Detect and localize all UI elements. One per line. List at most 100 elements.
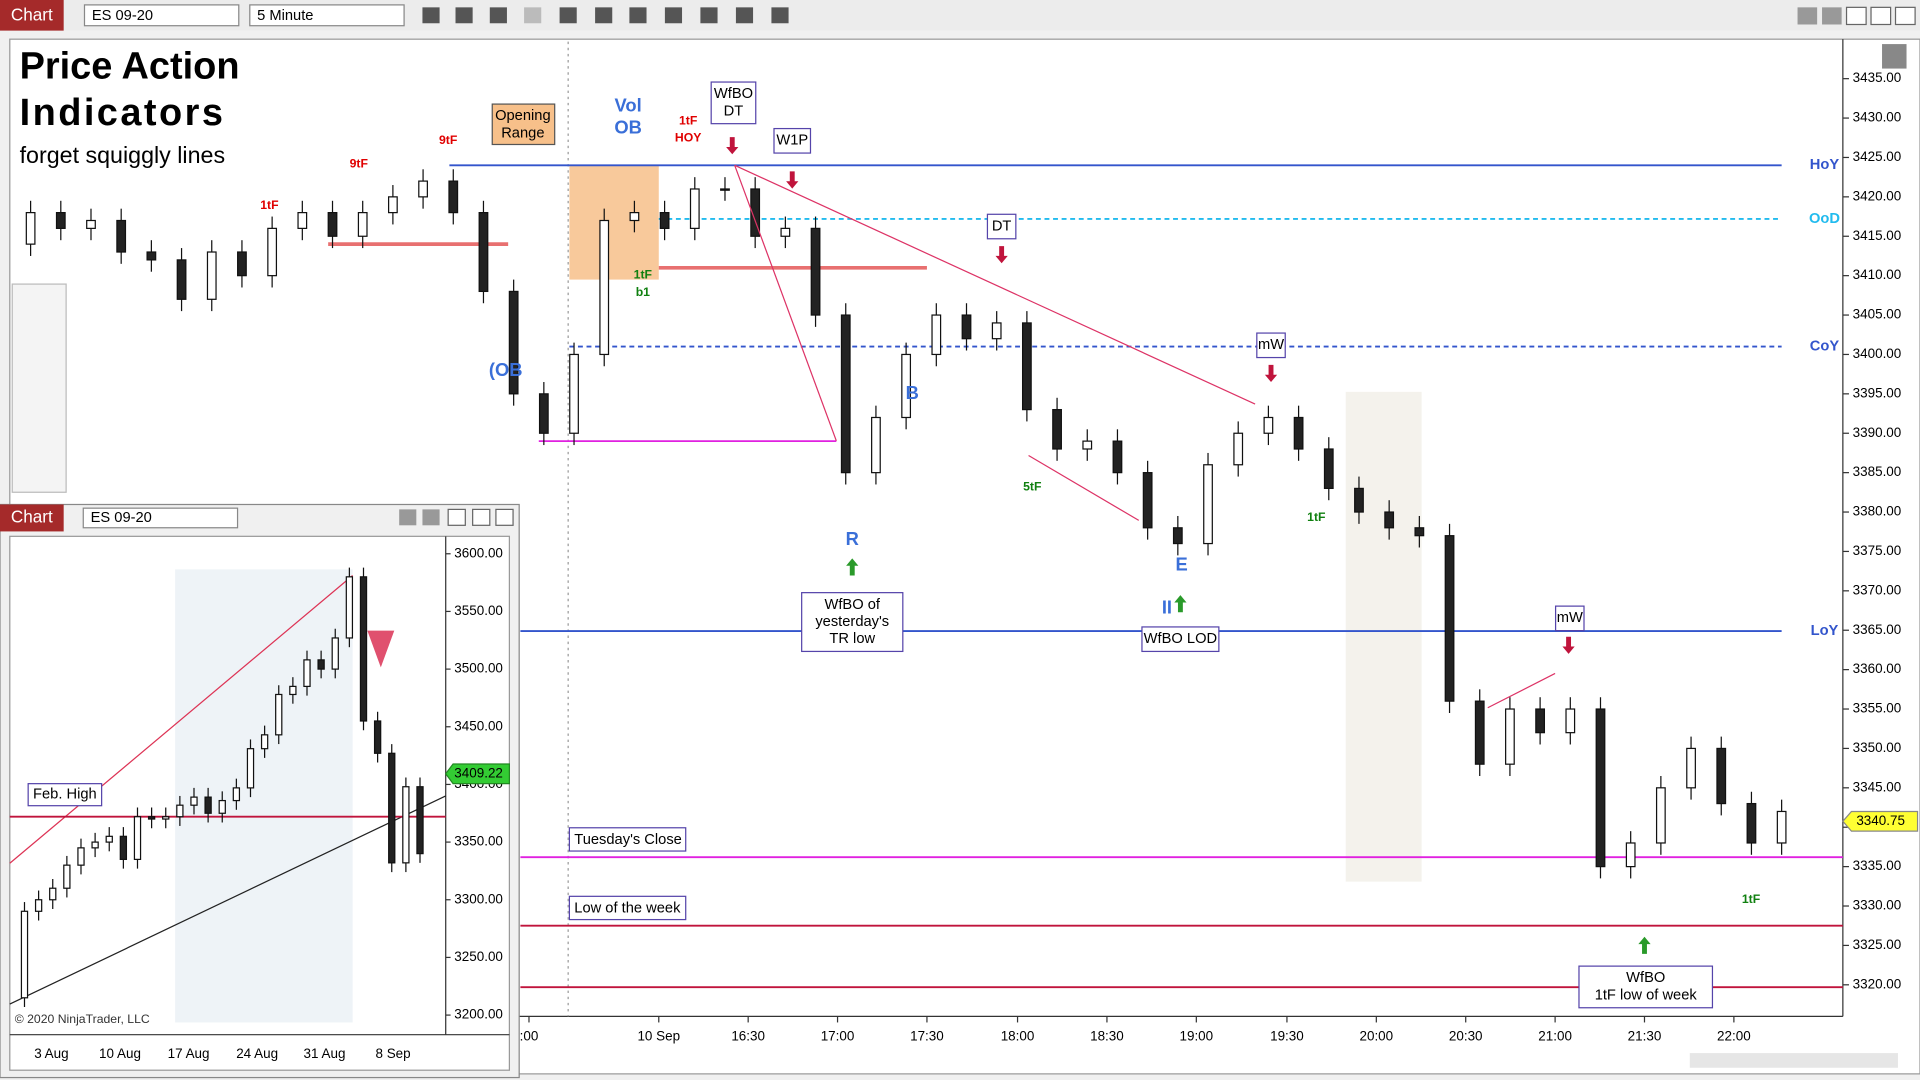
icon[interactable] <box>700 7 718 24</box>
annotation: OB <box>614 116 642 137</box>
candle-body <box>1021 322 1032 411</box>
y-tick-label: 3250.00 <box>454 949 503 964</box>
win-btn[interactable] <box>399 509 417 526</box>
annotation: TR low <box>829 631 875 647</box>
chart-title: Price Action <box>20 46 240 88</box>
level-label-box <box>568 827 687 852</box>
candle-body <box>388 752 396 864</box>
icon[interactable] <box>422 7 440 24</box>
candle-body <box>689 188 700 229</box>
candle-body <box>105 835 113 843</box>
y-tick-label: 3420.00 <box>1853 188 1902 203</box>
chart-title: Indicators <box>20 92 226 134</box>
annotation: II <box>1162 596 1172 617</box>
win-btn[interactable] <box>1870 6 1892 26</box>
win-btn[interactable] <box>1797 7 1818 25</box>
candle-body <box>1323 448 1334 490</box>
y-tick-label: 3395.00 <box>1853 385 1902 400</box>
trend-line <box>734 164 1256 405</box>
y-tick-label: 3350.00 <box>454 834 503 849</box>
candle-body <box>190 796 198 806</box>
scrollbar[interactable] <box>1689 1053 1898 1068</box>
instrument-select[interactable] <box>83 4 240 27</box>
x-tick-label: 24 Aug <box>236 1046 278 1061</box>
icon[interactable] <box>489 7 507 24</box>
win-btn[interactable] <box>495 508 514 526</box>
win-btn[interactable] <box>422 509 440 526</box>
x-tick-label: 18:30 <box>1090 1029 1124 1044</box>
candle-body <box>133 816 142 861</box>
trend-line <box>1487 672 1556 709</box>
inset-instrument-select[interactable] <box>82 507 239 529</box>
candle-body <box>297 212 308 229</box>
chart-tab[interactable] <box>0 0 64 31</box>
win-btn[interactable] <box>1845 6 1867 26</box>
annotation: 5tF <box>1023 480 1042 494</box>
candle-body <box>1444 535 1455 702</box>
icon[interactable] <box>735 7 754 24</box>
annotation: mW <box>1557 610 1583 626</box>
annotation-box <box>1141 626 1220 653</box>
candle-body <box>176 804 184 818</box>
toolbar-icons[interactable] <box>422 6 1916 26</box>
level-label: HoY <box>1810 157 1840 173</box>
win-btn[interactable] <box>1822 7 1842 25</box>
candle-body <box>478 212 489 293</box>
annotation: DT <box>724 103 744 119</box>
candle-body <box>260 734 269 750</box>
annotation-box <box>1578 965 1714 1009</box>
annotation-box <box>1554 605 1585 632</box>
copyright: © 2020 NinjaTrader, LLC <box>15 1012 150 1026</box>
y-tick-label: 3370.00 <box>1853 582 1902 597</box>
candle-body <box>387 196 398 214</box>
icon[interactable] <box>771 7 789 24</box>
annotation: WfBO LOD <box>1144 631 1217 647</box>
icon[interactable] <box>629 7 647 24</box>
candle-body <box>538 393 549 434</box>
y-tick-label: 3355.00 <box>1853 701 1902 716</box>
candle-body <box>237 251 247 277</box>
interval-select[interactable] <box>249 4 405 27</box>
last-price-label: 3340.75 <box>1856 813 1905 828</box>
win-btn[interactable] <box>447 508 466 526</box>
annotation: DT <box>992 218 1012 234</box>
candle-body <box>448 180 459 214</box>
icon[interactable] <box>524 7 542 24</box>
y-tick-label: 3350.00 <box>1853 740 1902 755</box>
x-tick-label: 20:00 <box>1359 1029 1393 1044</box>
trend-line <box>1028 454 1140 521</box>
y-tick-label: 3450.00 <box>454 718 503 733</box>
annotation: 1tF <box>679 113 698 127</box>
annotation: Vol <box>615 94 642 115</box>
candle-body <box>1505 708 1515 765</box>
annotation: R <box>846 528 859 549</box>
annotation-box <box>801 592 904 653</box>
down-arrow <box>1562 636 1575 654</box>
inset-tab[interactable] <box>0 504 64 532</box>
win-btn[interactable] <box>1894 6 1916 26</box>
candle-body <box>267 227 278 277</box>
up-arrow <box>1174 595 1187 613</box>
candle-body <box>1716 747 1727 805</box>
icon[interactable] <box>455 7 473 24</box>
candle-body <box>1354 487 1364 513</box>
candle-body <box>569 353 579 434</box>
candle-body <box>599 219 610 356</box>
candle-body <box>176 259 187 300</box>
candle-body <box>86 219 96 229</box>
candle-body <box>55 212 66 229</box>
drawing-toolbar[interactable] <box>11 283 67 493</box>
level-label: LoY <box>1811 623 1839 639</box>
icon[interactable] <box>664 7 683 24</box>
win-btn[interactable] <box>472 508 491 526</box>
candle-body <box>34 899 43 912</box>
icon[interactable] <box>595 7 613 24</box>
f-button[interactable] <box>1882 44 1907 69</box>
icon[interactable] <box>559 7 577 24</box>
y-tick-label: 3380.00 <box>1853 504 1902 519</box>
y-tick-label: 3550.00 <box>454 603 503 618</box>
inset-band <box>175 569 353 1023</box>
candle-body <box>116 219 127 253</box>
up-arrow <box>1638 936 1651 954</box>
opening-range-label: Opening <box>495 108 551 124</box>
